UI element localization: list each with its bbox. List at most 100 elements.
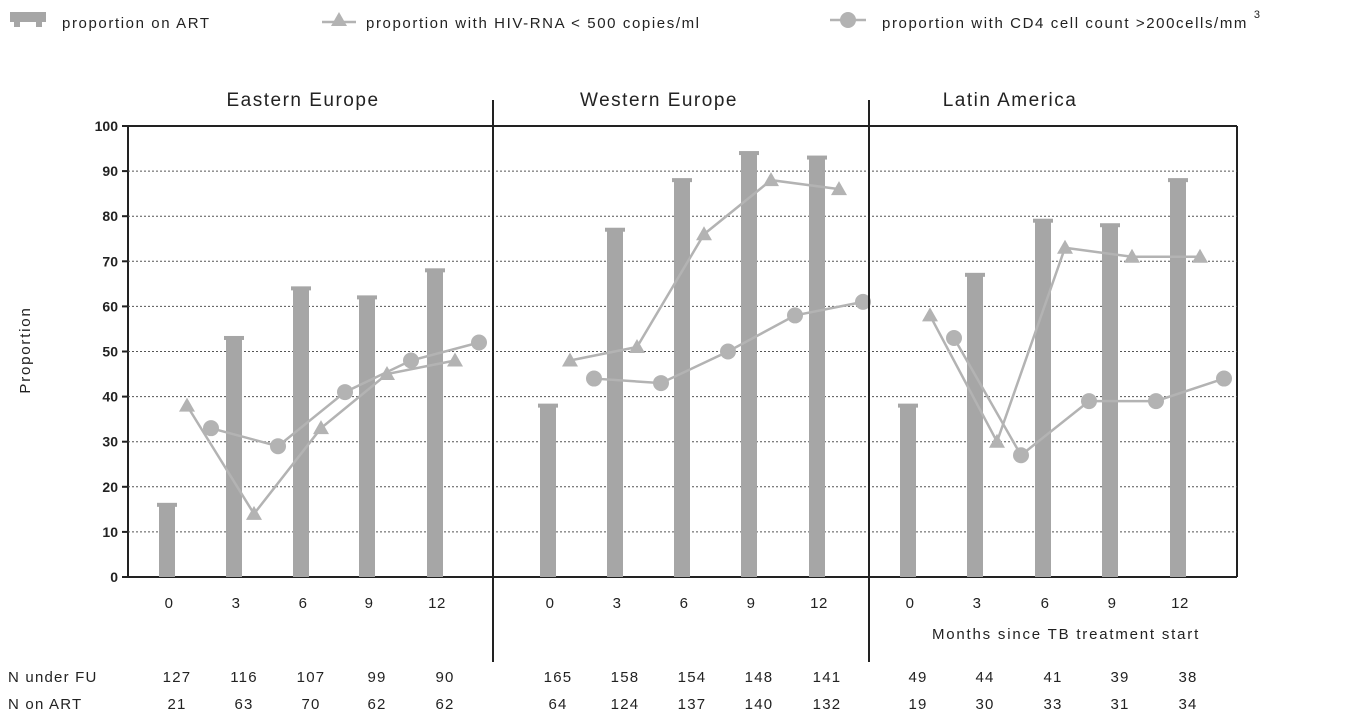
x-tick-label: 9 [747, 595, 756, 612]
bar-art [427, 270, 443, 577]
point-rna-triangle [1192, 248, 1208, 263]
legend-item-cd4: proportion with CD4 cell count >200cells… [830, 9, 1262, 32]
table-cell-under-fu: 141 [813, 669, 842, 686]
legend: proportion on ART proportion with HIV-RN… [10, 9, 1262, 32]
legend-rna-triangle-icon [331, 12, 347, 26]
point-cd4-circle [787, 307, 803, 324]
point-rna-triangle [989, 433, 1005, 448]
legend-cd4-label: proportion with CD4 cell count >200cells… [882, 9, 1262, 32]
x-tick-label: 12 [1171, 595, 1189, 612]
legend-art-swatch [10, 12, 46, 22]
x-tick-label: 0 [165, 595, 174, 612]
x-tick-label: 3 [613, 595, 622, 612]
point-rna-triangle [447, 352, 463, 367]
table-cell-on-art: 132 [813, 696, 842, 713]
point-rna-triangle [379, 366, 395, 381]
table-cell-under-fu: 49 [908, 669, 927, 686]
point-rna-triangle [831, 181, 847, 196]
bar-art [293, 288, 309, 577]
table-cell-on-art: 70 [301, 696, 320, 713]
point-cd4-circle [946, 329, 962, 346]
table-cell-on-art: 31 [1110, 696, 1129, 713]
bar-art-cap [605, 227, 625, 232]
point-rna-triangle [313, 420, 329, 435]
panel-0: Eastern Europe 0 3 6 9 12 127 116 107 99 90 21 63 70 6… [157, 90, 487, 713]
bar-art-cap [157, 502, 177, 507]
bar-art [540, 405, 556, 577]
point-cd4-circle [403, 352, 419, 369]
y-tick-label: 90 [102, 163, 118, 179]
y-tick-label: 20 [102, 479, 118, 495]
table-cell-on-art: 34 [1178, 696, 1197, 713]
bar-art [967, 274, 983, 577]
legend-cd4-text: proportion with CD4 cell count >200cells… [882, 15, 1248, 32]
table-cell-on-art: 62 [435, 696, 454, 713]
gridlines [128, 170, 1237, 533]
bar-art [159, 504, 175, 577]
panel-2: Latin America 0 3 6 9 12 49 44 41 39 38 19 30 33 31 34 [868, 90, 1232, 713]
y-tick-label: 100 [95, 118, 119, 134]
table-cell-on-art: 33 [1043, 696, 1062, 713]
y-tick-label: 60 [102, 298, 118, 314]
point-cd4-circle [337, 384, 353, 401]
bar-art-cap [224, 335, 244, 340]
table-cell-on-art: 64 [548, 696, 567, 713]
x-tick-label: 12 [810, 595, 828, 612]
table-cell-on-art: 63 [234, 696, 253, 713]
x-tick-label: 9 [1108, 595, 1117, 612]
legend-cd4-superscript: 3 [1254, 9, 1262, 21]
bar-art-cap [425, 268, 445, 273]
y-tick-label: 40 [102, 389, 118, 405]
legend-art-swatch-leg-right [36, 22, 42, 27]
x-tick-label: 9 [365, 595, 374, 612]
table-cell-under-fu: 116 [230, 669, 258, 686]
table-cell-under-fu: 165 [544, 669, 573, 686]
panel-title: Eastern Europe [226, 90, 379, 111]
x-tick-label: 12 [428, 595, 446, 612]
bar-art [607, 229, 623, 578]
table-cell-under-fu: 99 [367, 669, 386, 686]
y-tick-label: 70 [102, 253, 118, 269]
point-rna-triangle [1057, 239, 1073, 254]
table-cell-on-art: 124 [611, 696, 640, 713]
bar-art-cap [538, 403, 558, 408]
x-axis-title: Months since TB treatment start [932, 626, 1200, 643]
point-rna-triangle [1124, 248, 1140, 263]
point-cd4-circle [270, 438, 286, 455]
bar-art-cap [357, 295, 377, 300]
bar-art [1170, 180, 1186, 577]
point-cd4-circle [1148, 393, 1164, 410]
bar-art [1035, 220, 1051, 577]
point-rna-triangle [246, 505, 262, 520]
table-cell-on-art: 62 [367, 696, 386, 713]
point-rna-triangle [696, 226, 712, 241]
bar-art-cap [1033, 218, 1053, 223]
bar-art-cap [898, 403, 918, 408]
x-tick-label: 6 [680, 595, 689, 612]
bar-art-cap [739, 151, 759, 156]
point-rna-triangle [629, 338, 645, 353]
x-tick-label: 3 [232, 595, 241, 612]
table-cell-under-fu: 127 [163, 669, 192, 686]
table-cell-on-art: 30 [975, 696, 994, 713]
point-cd4-circle [1013, 447, 1029, 464]
table-cell-under-fu: 148 [745, 669, 774, 686]
point-cd4-circle [586, 370, 602, 387]
legend-art-swatch-leg-left [14, 22, 20, 27]
point-rna-triangle [179, 397, 195, 412]
legend-art-label: proportion on ART [62, 15, 211, 32]
legend-rna-label: proportion with HIV-RNA < 500 copies/ml [366, 15, 701, 32]
table-cell-on-art: 137 [678, 696, 707, 713]
point-rna-triangle [562, 352, 578, 367]
bar-art-cap [1168, 178, 1188, 183]
bar-art-cap [1100, 223, 1120, 228]
bar-art-cap [807, 155, 827, 160]
x-tick-label: 0 [546, 595, 555, 612]
bar-art [226, 337, 242, 577]
table-cell-on-art: 21 [167, 696, 186, 713]
table-cell-under-fu: 90 [435, 669, 454, 686]
x-tick-label: 6 [1041, 595, 1050, 612]
legend-item-art: proportion on ART [10, 12, 211, 32]
legend-cd4-circle-icon [840, 12, 856, 28]
y-tick-label: 80 [102, 208, 118, 224]
